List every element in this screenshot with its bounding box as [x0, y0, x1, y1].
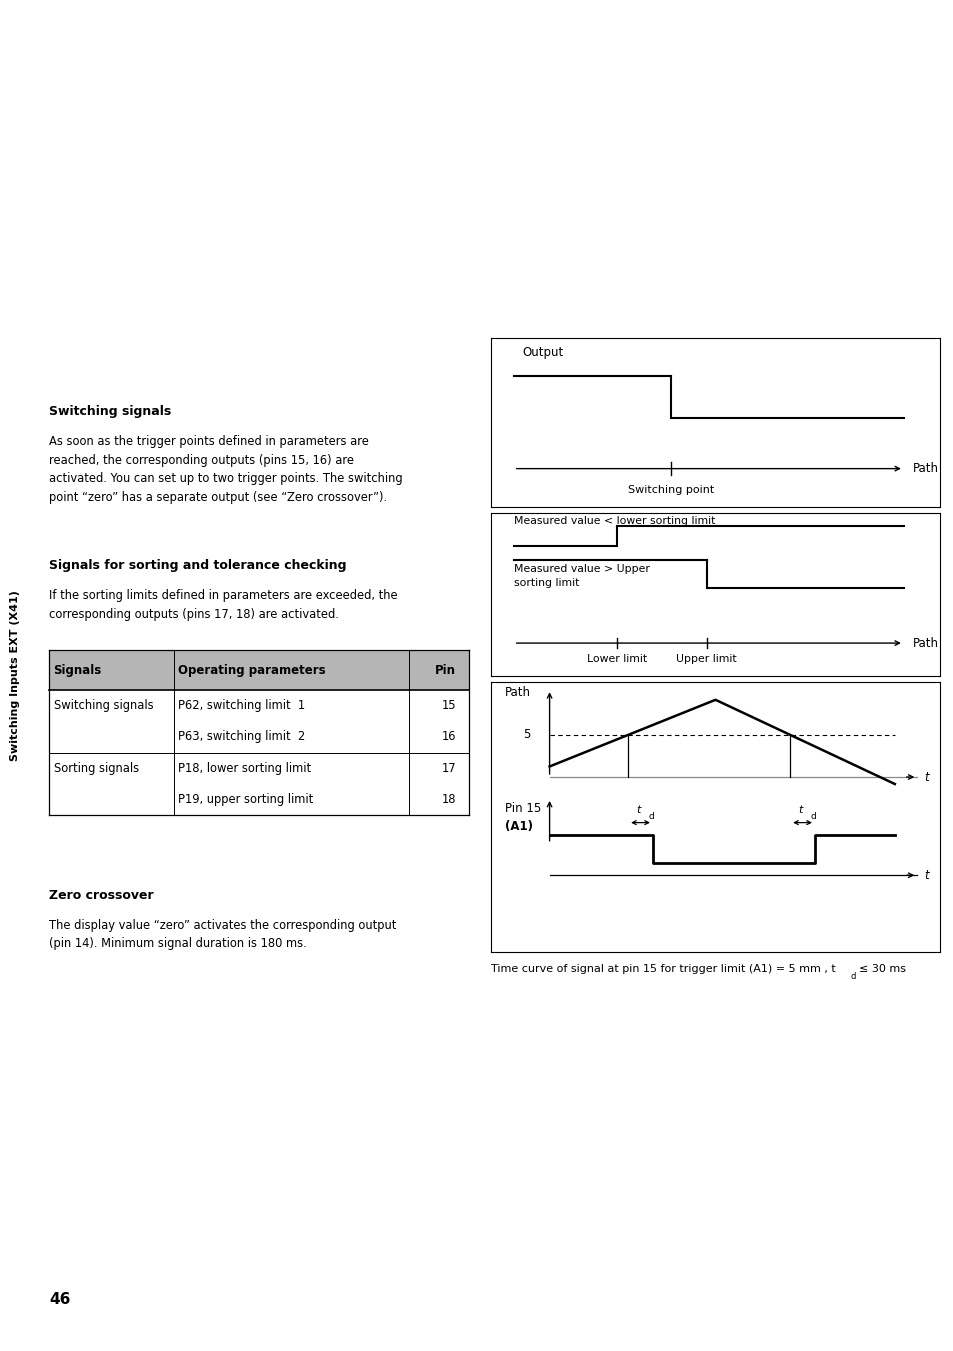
Text: The display value “zero” activates the corresponding output
(pin 14). Minimum si: The display value “zero” activates the c… [49, 919, 395, 950]
Text: t: t [798, 805, 801, 815]
Text: Time curve of signal at pin 15 for trigger limit (A1) = 5 mm , t: Time curve of signal at pin 15 for trigg… [491, 965, 835, 974]
Text: Switching signals: Switching signals [49, 405, 172, 419]
Text: P63, switching limit  2: P63, switching limit 2 [178, 731, 305, 743]
Text: 18: 18 [441, 793, 456, 805]
Text: 46: 46 [49, 1292, 71, 1308]
Text: 17: 17 [441, 762, 456, 774]
Text: Measured value < lower sorting limit: Measured value < lower sorting limit [513, 516, 715, 527]
Text: Switching signals: Switching signals [53, 700, 153, 712]
Bar [49, 650, 469, 690]
Text: Lower limit: Lower limit [586, 654, 646, 665]
Text: P62, switching limit  1: P62, switching limit 1 [178, 700, 305, 712]
Text: P19, upper sorting limit: P19, upper sorting limit [178, 793, 314, 805]
Text: Path: Path [912, 636, 938, 650]
Text: Sorting signals: Sorting signals [53, 762, 138, 774]
Text: Measured value > Upper: Measured value > Upper [513, 563, 649, 574]
Text: t: t [923, 770, 927, 784]
Text: 5: 5 [523, 728, 530, 742]
Text: Upper limit: Upper limit [676, 654, 736, 665]
Text: Signals for sorting and tolerance checking: Signals for sorting and tolerance checki… [49, 559, 346, 573]
Text: Pin: Pin [435, 663, 456, 677]
Text: Path: Path [912, 462, 938, 476]
Text: Switching point: Switching point [627, 485, 713, 494]
Text: t: t [923, 869, 927, 882]
Text: 16: 16 [441, 731, 456, 743]
Text: d: d [849, 973, 855, 981]
Text: Path: Path [504, 686, 530, 700]
Text: (A1): (A1) [504, 820, 532, 832]
Text: Pin 15: Pin 15 [504, 802, 540, 815]
Text: t: t [636, 805, 639, 815]
Text: Switching Inputs EXT (X41): Switching Inputs EXT (X41) [10, 590, 20, 761]
Text: d: d [648, 812, 654, 821]
Text: If the sorting limits defined in parameters are exceeded, the
corresponding outp: If the sorting limits defined in paramet… [49, 589, 397, 620]
Text: P18, lower sorting limit: P18, lower sorting limit [178, 762, 311, 774]
Text: sorting limit: sorting limit [513, 578, 578, 588]
Text: Output: Output [522, 346, 563, 359]
Text: ≤ 30 ms: ≤ 30 ms [858, 965, 905, 974]
Text: 15: 15 [441, 700, 456, 712]
Text: Signals: Signals [53, 663, 102, 677]
Text: Zero crossover: Zero crossover [49, 889, 153, 902]
Text: d: d [810, 812, 816, 821]
Text: Operating parameters: Operating parameters [178, 663, 326, 677]
Text: As soon as the trigger points defined in parameters are
reached, the correspondi: As soon as the trigger points defined in… [49, 435, 402, 504]
